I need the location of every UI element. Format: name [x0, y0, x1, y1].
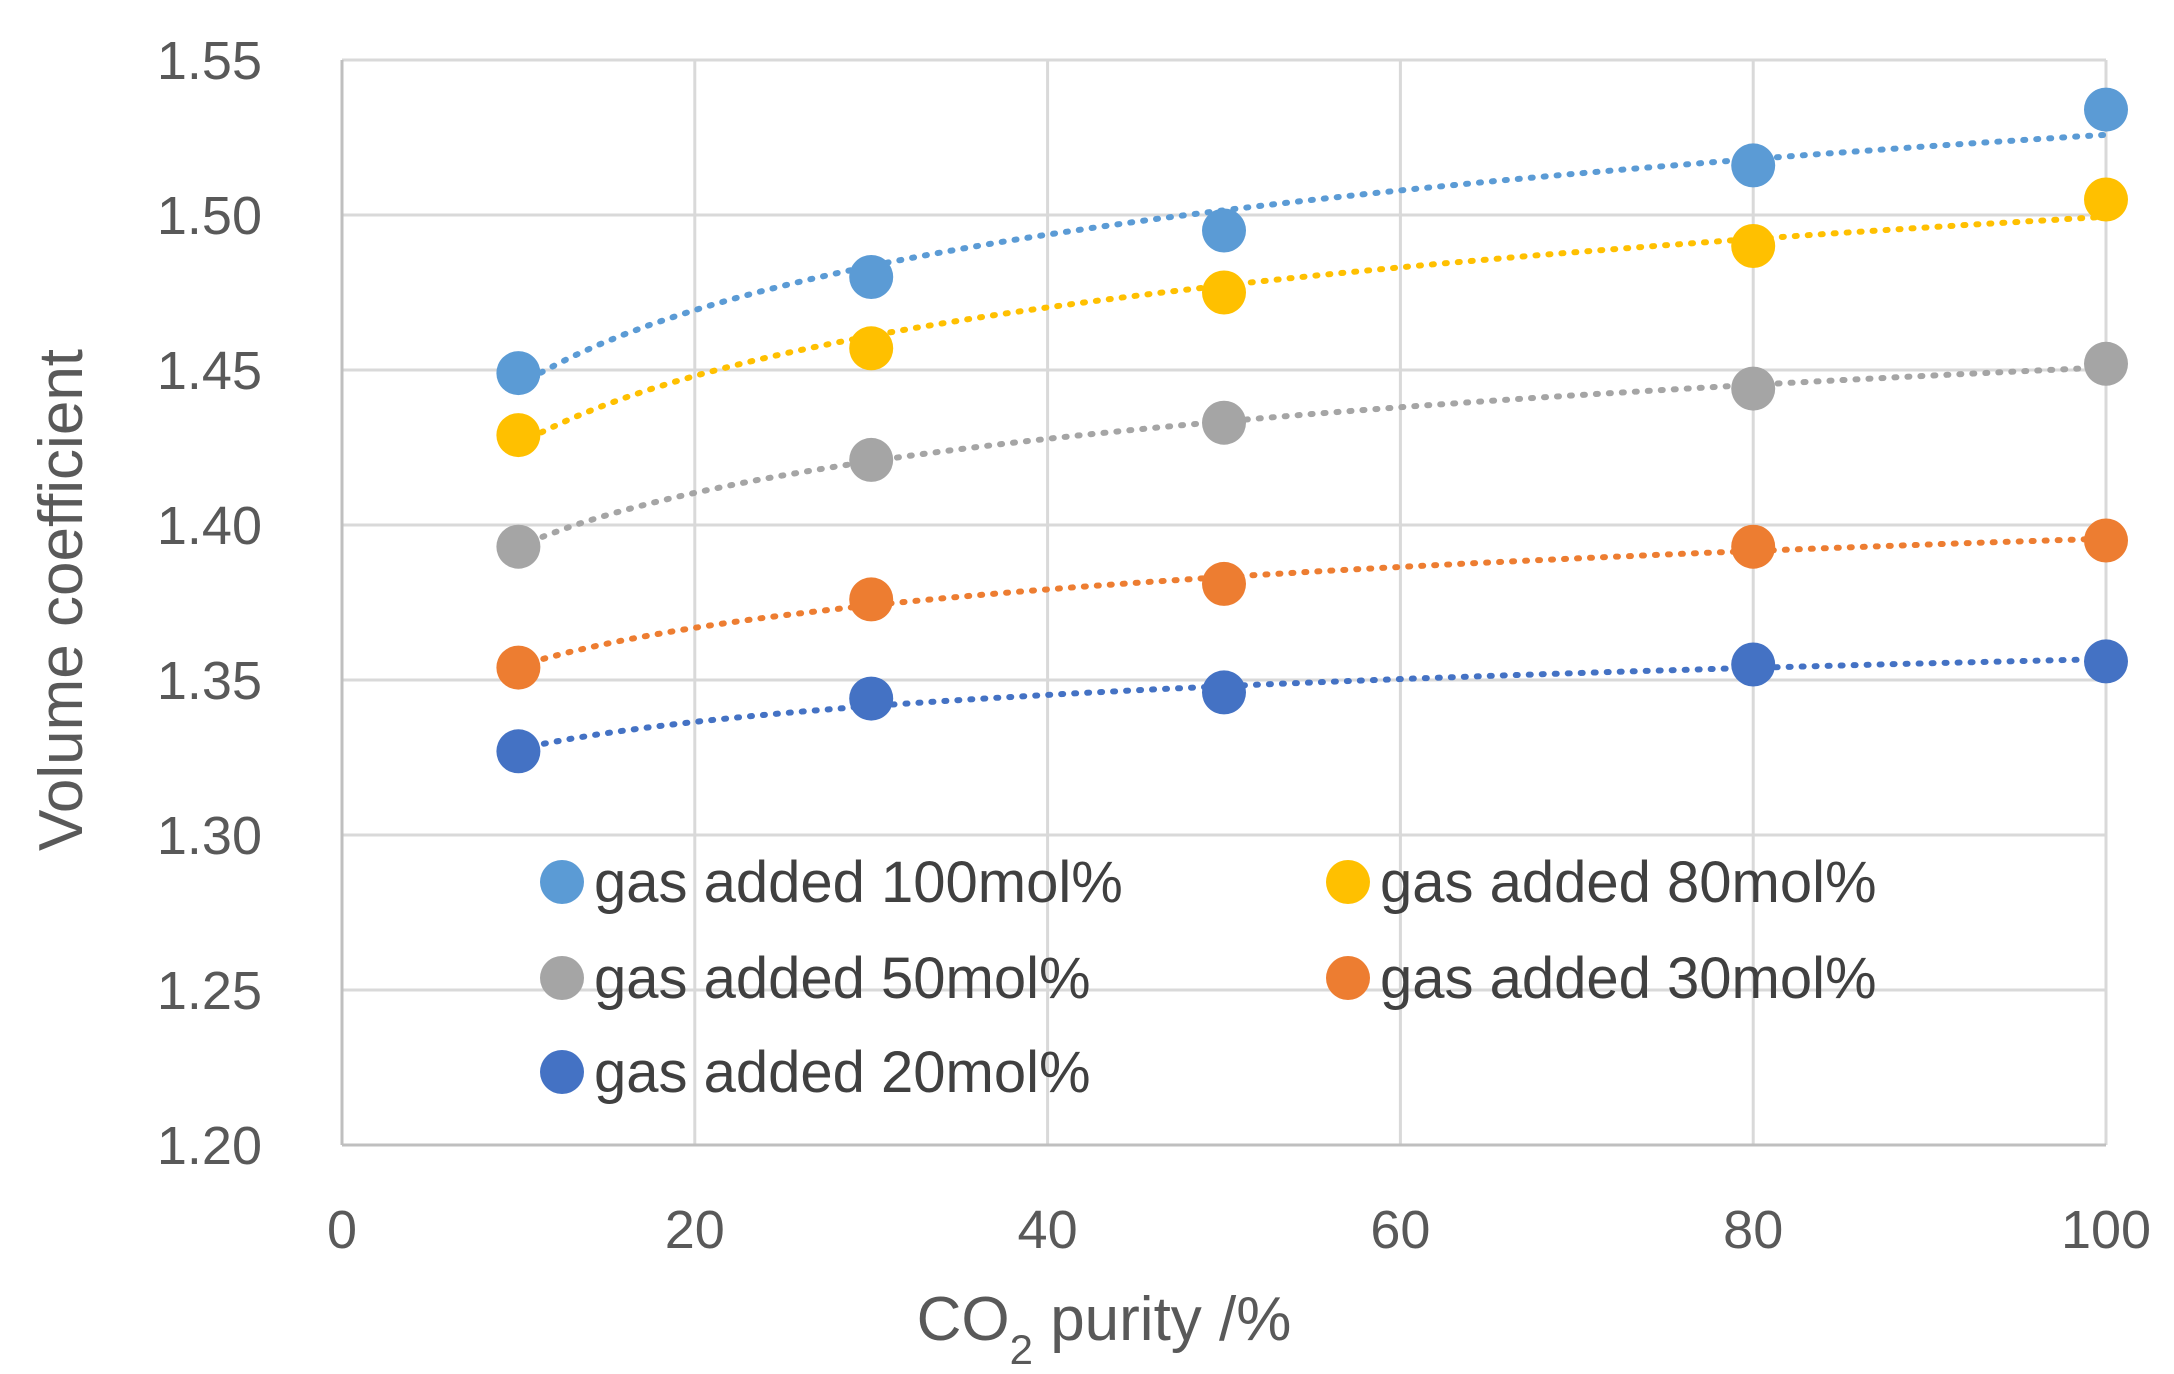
data-point-gas-added-80mol-: [496, 413, 541, 458]
legend-entry: gas added 50mol%: [540, 946, 1091, 1011]
trendline-gas-added-50mol-: [515, 364, 2109, 550]
data-point-gas-added-80mol-: [849, 326, 894, 371]
tick-labels: 1.20 1.25 1.30 1.35 1.40 1.45 1.50 1.55 0 20 40 60 8…: [157, 31, 2151, 1260]
x-axis-title-main: CO: [917, 1285, 1010, 1354]
legend-label: gas added 80mol%: [1380, 850, 1877, 915]
data-point-gas-added-50mol-: [849, 437, 894, 482]
trendline-gas-added-30mol-: [515, 535, 2109, 670]
data-point-gas-added-20mol-: [1202, 670, 1246, 715]
x-tick-label: 0: [327, 1200, 357, 1260]
legend-entry: gas added 30mol%: [1326, 946, 1877, 1011]
x-tick-label: 60: [1370, 1200, 1430, 1260]
data-point-gas-added-20mol-: [1731, 642, 1776, 687]
data-point-gas-added-30mol-: [849, 577, 894, 622]
legend-marker: [1326, 956, 1370, 1000]
legend-entry: gas added 100mol%: [540, 850, 1123, 915]
data-point-gas-added-80mol-: [1202, 270, 1246, 315]
legend-label: gas added 100mol%: [594, 850, 1123, 915]
legend-marker: [540, 1050, 584, 1094]
data-point-gas-added-20mol-: [496, 729, 541, 774]
data-points: [496, 87, 2128, 774]
trendline-gas-added-100mol-: [515, 131, 2109, 389]
x-tick-label: 20: [665, 1200, 725, 1260]
y-axis-title: Volume coefficient: [27, 349, 96, 851]
y-tick-label: 1.50: [157, 186, 262, 246]
data-point-gas-added-100mol-: [1202, 208, 1246, 253]
data-point-gas-added-50mol-: [2084, 341, 2128, 386]
x-tick-label: 100: [2061, 1200, 2151, 1260]
data-point-gas-added-30mol-: [1202, 561, 1246, 606]
y-tick-label: 1.25: [157, 961, 262, 1021]
trendlines: [515, 131, 2109, 752]
legend-entry: gas added 80mol%: [1326, 850, 1877, 915]
x-tick-label: 80: [1723, 1200, 1783, 1260]
data-point-gas-added-20mol-: [2084, 639, 2128, 684]
legend-label: gas added 20mol%: [594, 1040, 1091, 1105]
axes: [340, 60, 2106, 1147]
y-tick-label: 1.55: [157, 31, 262, 91]
trendline-gas-added-20mol-: [515, 656, 2109, 752]
x-axis-title-subscript: 2: [1010, 1326, 1033, 1373]
y-tick-label: 1.45: [157, 341, 262, 401]
data-point-gas-added-100mol-: [1731, 143, 1776, 188]
y-tick-label: 1.35: [157, 651, 262, 711]
legend-marker: [540, 956, 584, 1000]
x-axis-title: CO2 purity /%: [917, 1285, 1292, 1373]
legend-entry: gas added 20mol%: [540, 1040, 1091, 1105]
data-point-gas-added-50mol-: [1202, 400, 1246, 445]
y-tick-label: 1.30: [157, 806, 262, 866]
data-point-gas-added-100mol-: [849, 255, 894, 299]
data-point-gas-added-20mol-: [849, 676, 894, 721]
data-point-gas-added-30mol-: [1731, 524, 1776, 569]
data-point-gas-added-50mol-: [1731, 366, 1776, 411]
data-point-gas-added-30mol-: [2084, 518, 2128, 563]
data-point-gas-added-50mol-: [496, 524, 541, 569]
legend-marker: [540, 860, 584, 904]
data-point-gas-added-30mol-: [496, 645, 541, 690]
y-tick-label: 1.20: [157, 1116, 262, 1176]
x-axis-title-rest: purity /%: [1033, 1285, 1291, 1354]
legend-label: gas added 50mol%: [594, 946, 1091, 1011]
legend-label: gas added 30mol%: [1380, 946, 1877, 1011]
data-point-gas-added-100mol-: [2084, 87, 2128, 132]
legend-marker: [1326, 860, 1370, 904]
data-point-gas-added-80mol-: [2084, 177, 2128, 222]
x-tick-label: 40: [1018, 1200, 1078, 1260]
legend: gas added 100mol% gas added 80mol% gas add…: [540, 850, 1877, 1105]
y-tick-label: 1.40: [157, 496, 262, 556]
data-point-gas-added-100mol-: [496, 351, 541, 396]
trendline-gas-added-80mol-: [515, 213, 2109, 448]
data-point-gas-added-80mol-: [1731, 224, 1776, 268]
